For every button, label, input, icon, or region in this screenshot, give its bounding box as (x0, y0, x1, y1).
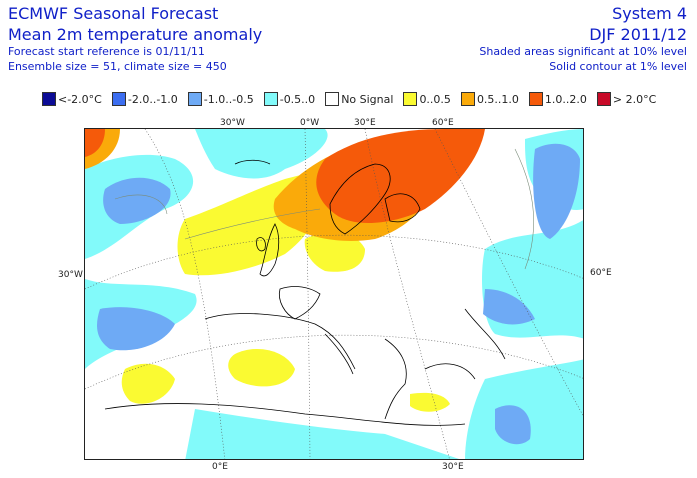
legend-item: No Signal (325, 92, 399, 106)
anomaly-region-cyan (465, 359, 583, 459)
lon-label-top: 60°E (432, 118, 454, 128)
forecast-reference: Forecast start reference is 01/11/11 (8, 45, 205, 58)
ensemble-size: Ensemble size = 51, climate size = 450 (8, 60, 227, 73)
legend-label: > 2.0°C (612, 92, 657, 106)
lon-label-bottom: 30°E (442, 462, 464, 472)
lon-label-right: 60°E (590, 268, 612, 278)
system-label: System 4 (612, 4, 687, 23)
lon-label-left: 30°W (58, 270, 83, 280)
legend-swatch (528, 92, 543, 106)
lon-label-top: 30°E (354, 118, 376, 128)
map-subtitle: Mean 2m temperature anomaly (8, 25, 263, 44)
color-legend: <-2.0°C -2.0..-1.0 -1.0..-0.5 -0.5..0 No… (42, 90, 666, 108)
legend-label: 0..0.5 (419, 92, 451, 106)
legend-item: <-2.0°C (42, 92, 108, 106)
contour-note: Solid contour at 1% level (549, 60, 687, 73)
legend-item: 0..0.5 (403, 92, 457, 106)
anomaly-region-blue (533, 143, 580, 239)
legend-swatch (460, 92, 475, 106)
legend-item: -0.5..0 (263, 92, 321, 106)
anomaly-region-red (316, 129, 485, 224)
anomaly-map (84, 128, 584, 460)
map-title: ECMWF Seasonal Forecast (8, 4, 219, 23)
legend-swatch (263, 92, 278, 106)
lon-label-top: 30°W (220, 118, 245, 128)
legend-item: -1.0..-0.5 (187, 92, 260, 106)
legend-item: -2.0..-1.0 (111, 92, 184, 106)
anomaly-region-blue (103, 177, 171, 224)
legend-label: -1.0..-0.5 (203, 92, 254, 106)
anomaly-region-blue (483, 289, 535, 325)
graticule (85, 129, 583, 459)
significance-note: Shaded areas significant at 10% level (479, 45, 687, 58)
anomaly-region-yellow (228, 349, 295, 387)
lon-label-bottom: 0°E (212, 462, 228, 472)
legend-swatch (325, 92, 340, 106)
map-canvas (85, 129, 583, 459)
legend-label: <-2.0°C (58, 92, 102, 106)
legend-label: -2.0..-1.0 (127, 92, 178, 106)
anomaly-region-blue (97, 307, 175, 351)
legend-label: No Signal (341, 92, 394, 106)
legend-swatch (111, 92, 126, 106)
anomaly-region-red (85, 129, 105, 157)
legend-swatch (187, 92, 202, 106)
anomaly-region-blue (495, 405, 531, 445)
legend-swatch (403, 92, 418, 106)
contours (114, 148, 534, 270)
coastlines (104, 159, 506, 426)
lon-label-top: 0°W (300, 118, 320, 128)
legend-label: -0.5..0 (279, 92, 316, 106)
anomaly-region-yellow (121, 363, 175, 404)
anomaly-region-yellow (410, 392, 450, 412)
legend-label: 1.0..2.0 (544, 92, 587, 106)
legend-swatch (596, 92, 611, 106)
legend-item: 0.5..1.0 (460, 92, 525, 106)
legend-item: 1.0..2.0 (528, 92, 593, 106)
anomaly-region-yellow (304, 232, 365, 272)
anomaly-region-cyan (195, 129, 328, 179)
legend-item: > 2.0°C (596, 92, 662, 106)
legend-label: 0.5..1.0 (476, 92, 519, 106)
anomaly-region-cyan (185, 409, 460, 459)
period-label: DJF 2011/12 (589, 25, 687, 44)
legend-swatch (42, 92, 56, 106)
